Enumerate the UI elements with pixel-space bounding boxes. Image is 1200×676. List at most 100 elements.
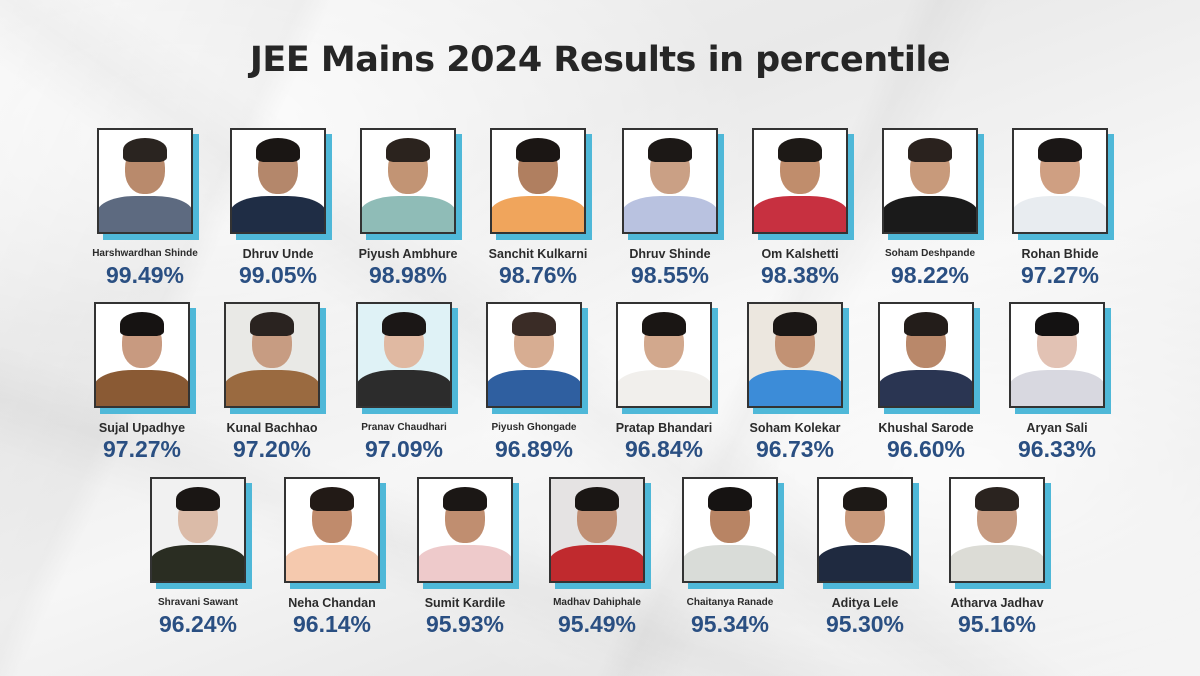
student-name: Soham Kolekar bbox=[749, 421, 841, 435]
person-hair bbox=[843, 487, 887, 511]
student-photo bbox=[949, 477, 1045, 583]
student-name: Shravani Sawant bbox=[157, 597, 239, 608]
student-name: Chaitanya Ranade bbox=[686, 597, 774, 608]
student-photo bbox=[622, 128, 718, 234]
person-outfit bbox=[419, 545, 511, 581]
student-percentile: 99.05% bbox=[238, 262, 317, 288]
person-outfit bbox=[232, 196, 324, 232]
student-percentile: 95.30% bbox=[825, 611, 904, 637]
student-percentile: 95.93% bbox=[425, 611, 504, 637]
student-card: Piyush Ambhure 98.98% bbox=[348, 128, 468, 288]
student-name: Soham Deshpande bbox=[884, 248, 976, 259]
student-card: Khushal Sarode 96.60% bbox=[866, 302, 986, 462]
student-card: Soham Deshpande 98.22% bbox=[870, 128, 990, 288]
student-photo bbox=[1012, 128, 1108, 234]
student-card: Sujal Upadhye 97.27% bbox=[82, 302, 202, 462]
student-percentile: 97.20% bbox=[232, 436, 311, 462]
student-photo bbox=[817, 477, 913, 583]
student-card: Kunal Bachhao 97.20% bbox=[212, 302, 332, 462]
person-outfit bbox=[951, 545, 1043, 581]
student-percentile: 95.16% bbox=[957, 611, 1036, 637]
person-outfit bbox=[749, 370, 841, 406]
student-percentile: 98.76% bbox=[498, 262, 577, 288]
student-card: Pranav Chaudhari 97.09% bbox=[344, 302, 464, 462]
student-name: Kunal Bachhao bbox=[226, 421, 318, 435]
person-outfit bbox=[226, 370, 318, 406]
student-card: Atharva Jadhav 95.16% bbox=[937, 477, 1057, 637]
student-photo bbox=[882, 128, 978, 234]
student-card: Dhruv Shinde 98.55% bbox=[610, 128, 730, 288]
student-percentile: 97.09% bbox=[364, 436, 443, 462]
person-outfit bbox=[96, 370, 188, 406]
student-card: Dhruv Unde 99.05% bbox=[218, 128, 338, 288]
student-photo bbox=[417, 477, 513, 583]
person-hair bbox=[120, 312, 164, 336]
person-outfit bbox=[362, 196, 454, 232]
student-card: Shravani Sawant 96.24% bbox=[138, 477, 258, 637]
student-percentile: 95.34% bbox=[690, 611, 769, 637]
student-percentile: 99.49% bbox=[105, 262, 184, 288]
student-name: Pranav Chaudhari bbox=[361, 422, 447, 433]
person-hair bbox=[975, 487, 1019, 511]
student-percentile: 96.89% bbox=[494, 436, 573, 462]
student-card: Harshwardhan Shinde 99.49% bbox=[85, 128, 205, 288]
person-hair bbox=[908, 138, 952, 162]
student-photo bbox=[752, 128, 848, 234]
person-hair bbox=[1038, 138, 1082, 162]
student-card: Sanchit Kulkarni 98.76% bbox=[478, 128, 598, 288]
student-photo bbox=[747, 302, 843, 408]
student-name: Rohan Bhide bbox=[1021, 247, 1099, 261]
person-hair bbox=[512, 312, 556, 336]
student-percentile: 97.27% bbox=[1020, 262, 1099, 288]
student-photo bbox=[150, 477, 246, 583]
student-name: Sanchit Kulkarni bbox=[488, 247, 588, 261]
person-hair bbox=[708, 487, 752, 511]
student-photo bbox=[490, 128, 586, 234]
person-hair bbox=[516, 138, 560, 162]
results-row-2: Sujal Upadhye 97.27% Kunal Bachhao 97.20% Pr… bbox=[0, 302, 1200, 477]
student-photo bbox=[360, 128, 456, 234]
person-hair bbox=[773, 312, 817, 336]
person-hair bbox=[648, 138, 692, 162]
student-name: Atharva Jadhav bbox=[950, 596, 1044, 610]
person-outfit bbox=[551, 545, 643, 581]
results-row-3: Shravani Sawant 96.24% Neha Chandan 96.14% S… bbox=[0, 477, 1200, 652]
student-card: Chaitanya Ranade 95.34% bbox=[670, 477, 790, 637]
student-photo bbox=[94, 302, 190, 408]
student-card: Madhav Dahiphale 95.49% bbox=[537, 477, 657, 637]
student-photo bbox=[878, 302, 974, 408]
student-photo bbox=[230, 128, 326, 234]
person-hair bbox=[382, 312, 426, 336]
person-hair bbox=[250, 312, 294, 336]
student-name: Dhruv Unde bbox=[242, 247, 314, 261]
student-percentile: 96.84% bbox=[624, 436, 703, 462]
student-card: Sumit Kardile 95.93% bbox=[405, 477, 525, 637]
person-outfit bbox=[819, 545, 911, 581]
student-percentile: 96.73% bbox=[755, 436, 834, 462]
student-percentile: 96.60% bbox=[886, 436, 965, 462]
student-card: Om Kalshetti 98.38% bbox=[740, 128, 860, 288]
person-hair bbox=[176, 487, 220, 511]
student-name: Dhruv Shinde bbox=[629, 247, 711, 261]
person-outfit bbox=[1011, 370, 1103, 406]
student-percentile: 96.33% bbox=[1017, 436, 1096, 462]
student-name: Neha Chandan bbox=[288, 596, 376, 610]
person-outfit bbox=[880, 370, 972, 406]
person-outfit bbox=[286, 545, 378, 581]
person-hair bbox=[904, 312, 948, 336]
person-outfit bbox=[99, 196, 191, 232]
student-percentile: 95.49% bbox=[557, 611, 636, 637]
student-photo bbox=[224, 302, 320, 408]
student-photo bbox=[97, 128, 193, 234]
student-card: Pratap Bhandari 96.84% bbox=[604, 302, 724, 462]
person-outfit bbox=[492, 196, 584, 232]
person-hair bbox=[778, 138, 822, 162]
page-title: JEE Mains 2024 Results in percentile bbox=[249, 40, 951, 80]
student-card: Soham Kolekar 96.73% bbox=[735, 302, 855, 462]
person-outfit bbox=[358, 370, 450, 406]
student-percentile: 97.27% bbox=[102, 436, 181, 462]
person-outfit bbox=[624, 196, 716, 232]
student-photo bbox=[356, 302, 452, 408]
student-percentile: 98.55% bbox=[630, 262, 709, 288]
student-name: Sujal Upadhye bbox=[98, 421, 186, 435]
